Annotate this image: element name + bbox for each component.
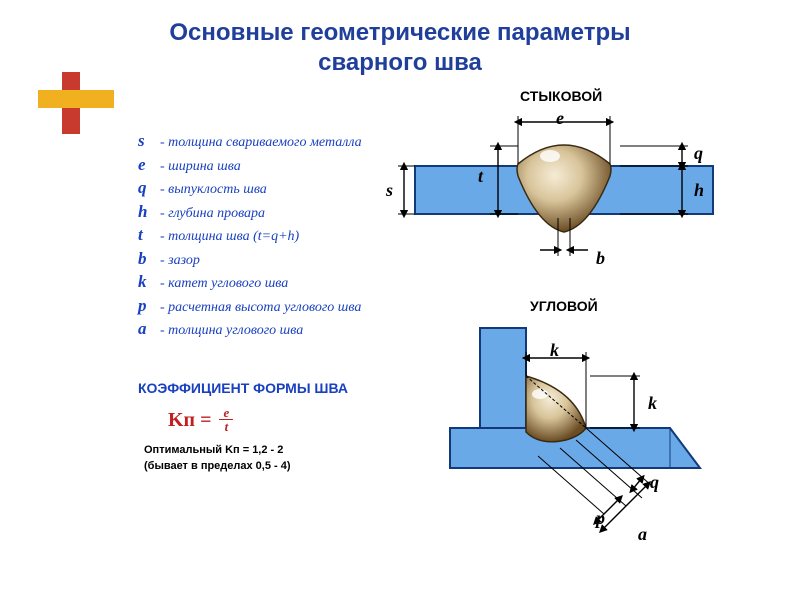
dim-t: t xyxy=(478,166,483,187)
dim-e: e xyxy=(556,108,564,129)
dim-h: h xyxy=(694,180,704,201)
legend-row: t - толщина шва (t=q+h) xyxy=(138,224,368,246)
fillet-weld-diagram xyxy=(390,318,750,558)
legend-desc: - толщина свариваемого металла xyxy=(160,134,362,152)
legend-desc: - толщина углового шва xyxy=(160,322,303,340)
formula-numerator: e xyxy=(219,406,233,420)
coefficient-formula: Kп = e t xyxy=(168,406,398,434)
diagrams: СТЫКОВОЙ xyxy=(380,88,770,558)
legend-row: a - толщина углового шва xyxy=(138,318,368,340)
legend-row: b - зазор xyxy=(138,248,368,270)
legend-symbol: a xyxy=(138,318,160,339)
legend-desc: - зазор xyxy=(160,252,200,270)
legend-desc: - катет углового шва xyxy=(160,275,288,293)
legend-symbol: s xyxy=(138,130,160,151)
formula-denominator: t xyxy=(221,420,233,434)
coefficient-block: КОЭФФИЦИЕНТ ФОРМЫ ШВА Kп = e t Оптимальн… xyxy=(138,380,398,472)
legend-symbol: q xyxy=(138,177,160,198)
legend-row: h - глубина провара xyxy=(138,201,368,223)
parameter-legend: s - толщина свариваемого металла e - шир… xyxy=(138,130,368,342)
legend-row: k - катет углового шва xyxy=(138,271,368,293)
legend-row: q - выпуклость шва xyxy=(138,177,368,199)
formula-lhs: Kп = xyxy=(168,409,211,432)
legend-symbol: h xyxy=(138,201,160,222)
title-line1: Основные геометрические параметры xyxy=(0,18,800,48)
dim-k1: k xyxy=(550,340,559,361)
dim-a: a xyxy=(638,524,647,545)
legend-row: p - расчетная высота углового шва xyxy=(138,295,368,317)
coefficient-note: Оптимальный Kп = 1,2 - 2 xyxy=(144,444,398,456)
legend-symbol: b xyxy=(138,248,160,269)
dim-s: s xyxy=(386,180,393,201)
legend-desc: - глубина провара xyxy=(160,205,265,223)
legend-symbol: k xyxy=(138,271,160,292)
dim-p: p xyxy=(596,508,605,529)
coefficient-note: (бывает в пределах 0,5 - 4) xyxy=(144,460,398,472)
legend-desc: - расчетная высота углового шва xyxy=(160,299,361,317)
legend-desc: - толщина шва (t=q+h) xyxy=(160,228,299,246)
butt-weld-label: СТЫКОВОЙ xyxy=(520,88,602,104)
legend-row: e - ширина шва xyxy=(138,154,368,176)
title-line2: сварного шва xyxy=(0,48,800,78)
legend-symbol: t xyxy=(138,224,160,245)
legend-desc: - выпуклость шва xyxy=(160,181,267,199)
dim-q2: q xyxy=(650,472,659,493)
legend-symbol: e xyxy=(138,154,160,175)
dim-b: b xyxy=(596,248,605,269)
legend-desc: - ширина шва xyxy=(160,158,241,176)
legend-row: s - толщина свариваемого металла xyxy=(138,130,368,152)
formula-fraction: e t xyxy=(219,406,233,434)
coefficient-title: КОЭФФИЦИЕНТ ФОРМЫ ШВА xyxy=(138,380,398,396)
page-title: Основные геометрические параметры сварно… xyxy=(0,18,800,78)
fillet-weld-label: УГЛОВОЙ xyxy=(530,298,598,314)
decorator-horz xyxy=(38,90,114,108)
dim-q: q xyxy=(694,143,703,164)
dim-k2: k xyxy=(648,393,657,414)
legend-symbol: p xyxy=(138,295,160,316)
